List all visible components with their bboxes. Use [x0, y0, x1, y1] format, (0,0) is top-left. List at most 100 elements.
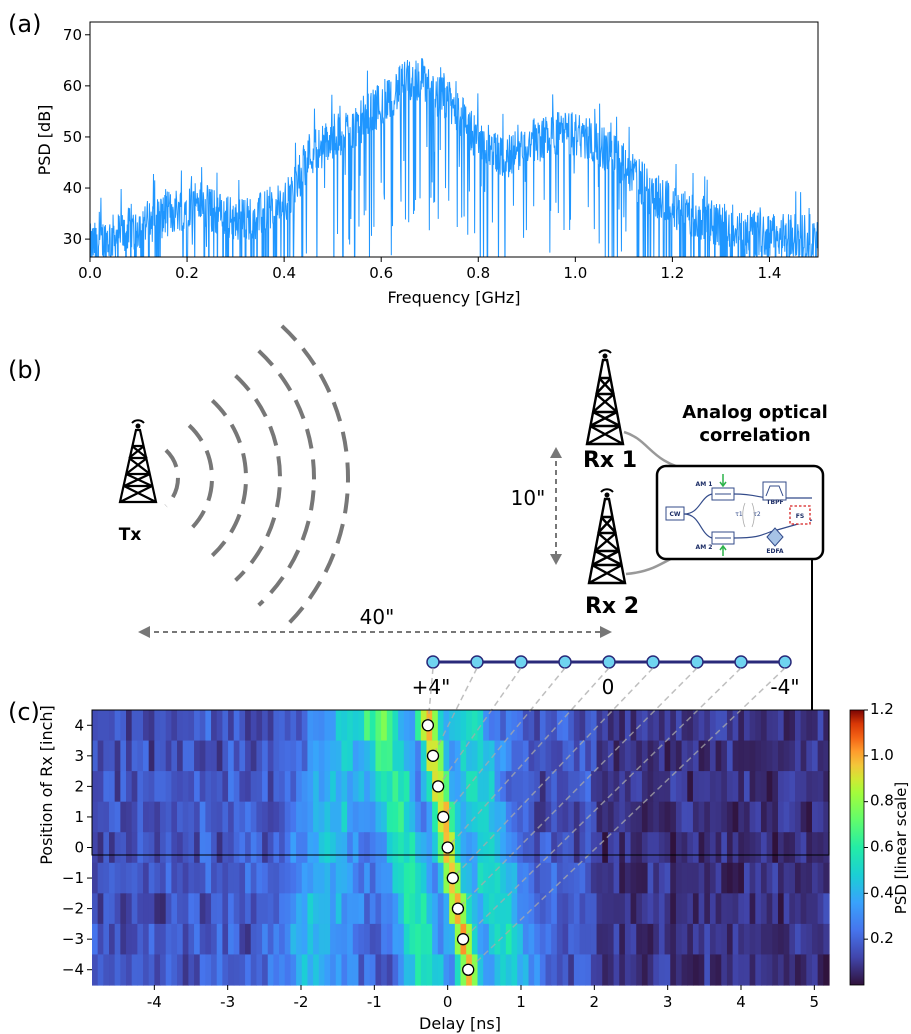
- colorbar-ticks: 1.2 1.0 0.8 0.6 0.4 0.2: [864, 700, 894, 947]
- peak-marker: [431, 780, 445, 793]
- psd-x-tick-label: 0.2: [175, 264, 199, 282]
- wave-arc: [257, 349, 316, 607]
- position-scale-dot: [646, 655, 660, 669]
- measurement-setup-diagram: Tx Rx 1 Rx 2 10" 40": [118, 324, 828, 710]
- scale-label-minus4: -4": [770, 675, 799, 699]
- heatmap-x-tick-label: 4: [736, 993, 746, 1011]
- peak-marker: [437, 810, 450, 824]
- psd-x-axis-label: Frequency [GHz]: [387, 288, 520, 307]
- position-scale-dot: [602, 655, 616, 669]
- wave-arc: [187, 423, 214, 533]
- colorbar-tick-label: 0.8: [870, 792, 894, 810]
- heatmap-y-tick-label: −2: [62, 900, 84, 918]
- colorbar-tick-label: 0.2: [870, 929, 894, 947]
- psd-y-tick-label: 60: [63, 77, 82, 95]
- psd-x-tick-label: 1.4: [758, 264, 782, 282]
- radio-wave-arcs: [164, 324, 350, 632]
- heatmap-x-tick-label: -3: [220, 993, 235, 1011]
- correlator-title-line2: correlation: [699, 425, 810, 446]
- heatmap-x-tick-label: 5: [810, 993, 820, 1011]
- heatmap-x-tick-label: 3: [663, 993, 673, 1011]
- heatmap-cells: [92, 710, 830, 986]
- heatmap-y-tick-label: 0: [74, 839, 84, 857]
- panel-label-c: (c): [8, 698, 40, 726]
- wave-arc: [164, 448, 180, 508]
- position-scale-dot: [734, 655, 748, 669]
- psd-x-tick-label: 1.2: [660, 264, 684, 282]
- position-scale-dot: [426, 655, 440, 669]
- psd-trace: [90, 58, 818, 257]
- colorbar: [849, 709, 865, 986]
- peak-marker: [451, 902, 465, 915]
- colorbar-tick-label: 0.6: [870, 838, 894, 856]
- panel-label-b: (b): [8, 356, 42, 384]
- heatmap-y-tick-label: −4: [62, 961, 84, 979]
- peak-marker: [446, 871, 459, 885]
- heatmap-x-tick-label: 2: [590, 993, 600, 1011]
- heatmap-y-tick-label: 3: [74, 747, 84, 765]
- wave-arc: [280, 324, 350, 632]
- heatmap-y-tick-label: −3: [62, 930, 84, 948]
- vertical-distance-label: 10": [511, 486, 546, 510]
- heatmap-x-ticks: -4 -3 -2 -1 0 1 2 3 4 5: [147, 985, 819, 1011]
- position-connector-lines: [427, 667, 786, 971]
- connector-line: [442, 667, 566, 818]
- rx2-tower-icon: [587, 488, 627, 585]
- wave-arc: [210, 399, 248, 557]
- peak-marker: [456, 933, 470, 946]
- psd-y-tick-label: 30: [63, 230, 82, 248]
- position-scale-dot: [514, 655, 528, 669]
- position-scale-dot: [690, 655, 704, 669]
- am2-block-label: AM 2: [696, 544, 713, 551]
- peak-marker: [462, 963, 475, 976]
- heatmap-x-tick-label: -2: [294, 993, 309, 1011]
- psd-x-tick-label: 1.0: [563, 264, 587, 282]
- connector-line: [437, 667, 522, 787]
- heatmap-y-tick-label: 4: [74, 716, 84, 734]
- connector-line: [452, 667, 654, 879]
- correlator-title-line1: Analog optical: [682, 402, 828, 423]
- connector-line: [432, 667, 478, 757]
- wave-arc: [234, 374, 282, 582]
- scale-label-plus4: +4": [412, 675, 451, 699]
- tbpf-block-label: TBPF: [766, 499, 783, 506]
- tau2-label: τ2: [753, 511, 761, 518]
- heatmap-y-axis-label: Position of Rx [inch]: [37, 705, 56, 865]
- position-scale-dot: [778, 655, 792, 669]
- scale-label-zero: 0: [602, 675, 615, 699]
- heatmap-plot-frame: [91, 709, 830, 856]
- peak-marker: [441, 841, 454, 854]
- psd-y-tick-label: 50: [63, 128, 82, 146]
- heatmap-x-tick-label: 0: [443, 993, 453, 1011]
- connector-line: [457, 667, 698, 910]
- psd-y-tick-label: 70: [63, 26, 82, 44]
- psd-y-ticks: 30 40 50 60 70: [63, 26, 90, 248]
- psd-x-ticks: 0.0 0.2 0.4 0.6 0.8 1.0 1.2 1.4: [78, 257, 781, 282]
- vertical-distance-arrow: [550, 447, 562, 565]
- horizontal-distance-arrow: [138, 626, 612, 638]
- psd-y-axis-label: PSD [dB]: [35, 105, 54, 176]
- connector-line: [467, 667, 786, 971]
- tau1-label: τ1: [735, 511, 743, 518]
- am1-input-arrow-icon: [719, 474, 727, 488]
- panel-label-a: (a): [8, 10, 41, 38]
- psd-x-tick-label: 0.6: [369, 264, 393, 282]
- peak-marker: [426, 749, 440, 762]
- edfa-block-label: EDFA: [766, 548, 783, 555]
- heatmap-x-tick-label: -1: [367, 993, 382, 1011]
- heatmap-y-tick-label: −1: [62, 869, 84, 887]
- psd-x-tick-label: 0.8: [466, 264, 490, 282]
- rx1-tower-icon: [585, 349, 625, 446]
- tx-label: Tx: [119, 525, 142, 545]
- psd-series-line: [90, 58, 818, 257]
- rx-position-scale: [426, 655, 792, 669]
- psd-x-tick-label: 0.4: [272, 264, 296, 282]
- position-scale-dot: [558, 655, 572, 669]
- colorbar-tick-label: 0.4: [870, 883, 894, 901]
- colorbar-label: PSD [linear scale]: [892, 782, 910, 914]
- tx-tower-icon: [118, 419, 158, 504]
- colorbar-tick-label: 1.2: [870, 700, 894, 718]
- psd-y-tick-label: 40: [63, 179, 82, 197]
